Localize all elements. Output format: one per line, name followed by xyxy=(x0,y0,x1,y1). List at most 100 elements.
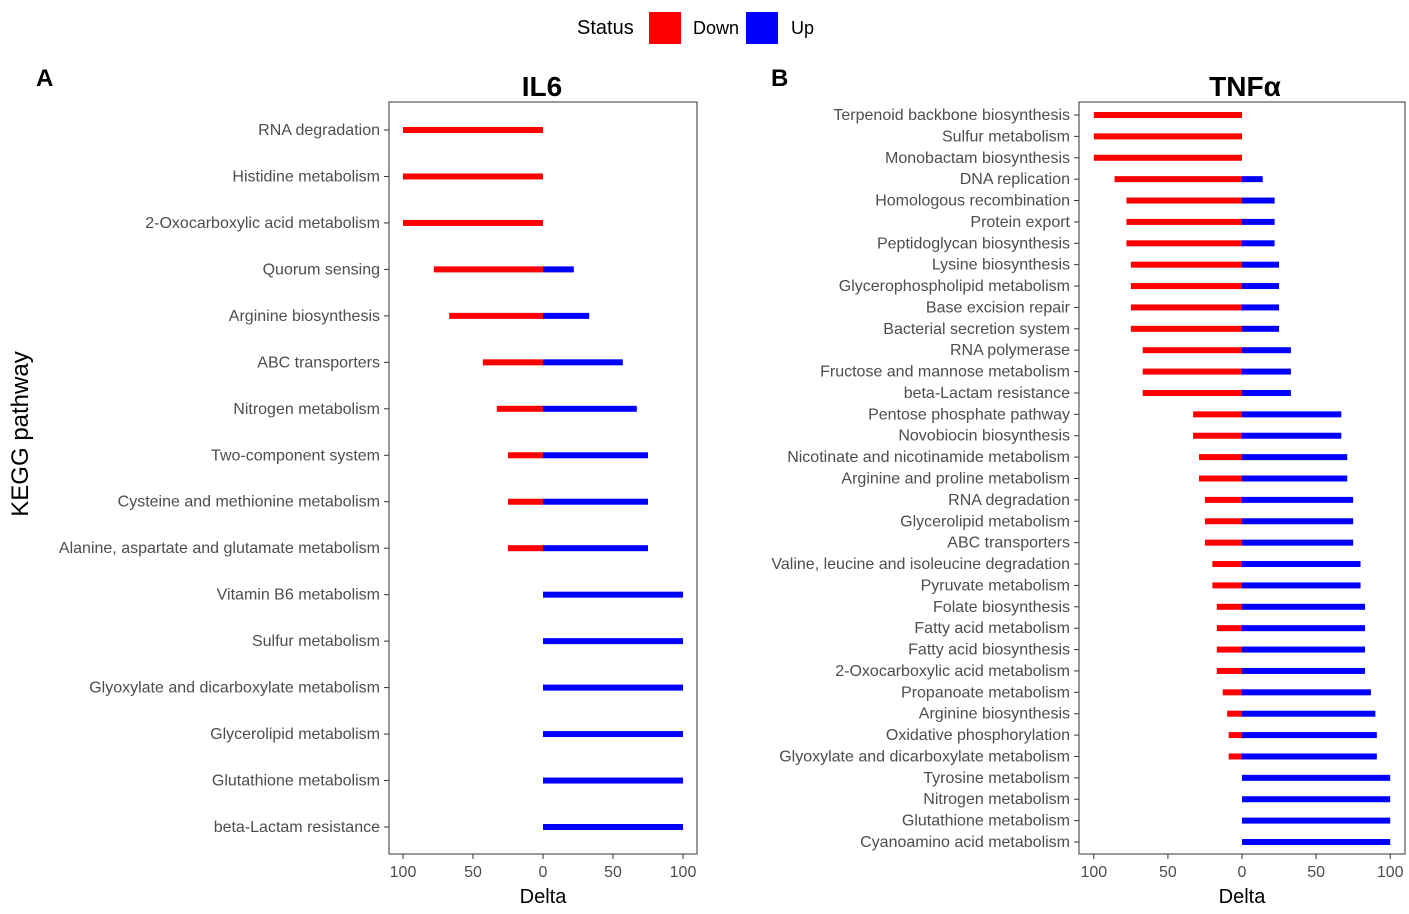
panel-b-bar-down xyxy=(1216,603,1242,610)
panel-b-label: B xyxy=(771,65,788,92)
panel-b-bar-down xyxy=(1204,518,1242,525)
panel-b-bar-up xyxy=(1242,582,1361,589)
panel-b-y-tick-label: Tyrosine metabolism xyxy=(923,770,1070,787)
panel-b-bar-down xyxy=(1126,240,1242,247)
panel-b-y-tick-label: Monobactam biosynthesis xyxy=(885,150,1070,167)
panel-b-bar-up xyxy=(1242,368,1291,375)
panel-a-y-tick-label: Quorum sensing xyxy=(263,261,380,278)
panel-b-bar-down xyxy=(1130,325,1242,332)
panel-a-x-tick-label: 0 xyxy=(539,864,548,881)
panel-a-x-tick-label: 100 xyxy=(390,864,417,881)
panel-a-y-tick-label: Glyoxylate and dicarboxylate metabolism xyxy=(89,680,380,697)
panel-b-bar-up xyxy=(1242,454,1348,461)
panel-a-bar-down xyxy=(508,545,543,552)
panel-b-bar-up xyxy=(1242,518,1354,525)
panel-b-y-tick-label: Fatty acid biosynthesis xyxy=(908,642,1070,659)
panel-a-x-ticks: 100 50 0 50 100 xyxy=(390,854,696,881)
panel-a-y-tick-label: Cysteine and methionine metabolism xyxy=(118,494,380,511)
panel-b-bar-up xyxy=(1242,283,1280,290)
panel-b-bar-down xyxy=(1130,283,1242,290)
panel-b-x-tick-label: 100 xyxy=(1080,864,1107,881)
panel-b-y-tick-label: DNA replication xyxy=(960,171,1070,188)
panel-b-y-tick-label: Peptidoglycan biosynthesis xyxy=(877,235,1070,252)
panel-a-bar-up xyxy=(543,452,648,459)
panel-a-bar-up xyxy=(543,405,637,412)
panel-a-bar-up xyxy=(543,498,648,505)
panel-b-bar-up xyxy=(1242,261,1280,268)
panel-b-x-tick-label: 100 xyxy=(1377,864,1404,881)
panel-a-y-tick-label: beta-Lactam resistance xyxy=(214,819,380,836)
panel-b-bar-up xyxy=(1242,240,1275,247)
panel-b-bar-up xyxy=(1242,197,1275,204)
panel-b-bar-up xyxy=(1242,796,1391,803)
panel-a: A IL6 RNA degradation Histidine metabolis… xyxy=(36,65,698,908)
legend-down-label: Down xyxy=(693,18,739,38)
panel-a-y-tick-label: Sulfur metabolism xyxy=(252,633,380,650)
panel-a-bar-down xyxy=(508,452,543,459)
panel-b-bar-up xyxy=(1242,667,1365,674)
legend-title: Status xyxy=(577,17,634,39)
panel-b-bar-down xyxy=(1093,154,1242,161)
panel-b-bar-down xyxy=(1142,389,1242,396)
panel-a-bar-up xyxy=(543,312,590,319)
panel-b-y-tick-label: Terpenoid backbone biosynthesis xyxy=(833,107,1070,124)
panel-b-y-tick-label: Glutathione metabolism xyxy=(902,813,1070,830)
panel-b-y-tick-label: Glycerolipid metabolism xyxy=(900,513,1070,530)
panel-a-y-tick-label: ABC transporters xyxy=(257,354,380,371)
legend-down-swatch xyxy=(649,12,681,44)
panel-b-bar-down xyxy=(1093,133,1242,140)
panel-a-y-ticks: RNA degradation Histidine metabolism 2-Oxo… xyxy=(59,122,389,836)
panel-b-y-tick-label: beta-Lactam resistance xyxy=(904,385,1070,402)
panel-b-y-tick-label: Oxidative phosphorylation xyxy=(886,727,1070,744)
panel-b-y-tick-label: Pyruvate metabolism xyxy=(921,577,1070,594)
panel-b-x-axis-label: Delta xyxy=(1219,886,1267,908)
panel-b-bar-up xyxy=(1242,325,1280,332)
panel-a-y-tick-label: RNA degradation xyxy=(258,122,380,139)
panel-b-bar-up xyxy=(1242,411,1342,418)
panel-b-y-tick-label: RNA polymerase xyxy=(950,342,1070,359)
panel-a-x-tick-label: 50 xyxy=(464,864,482,881)
panel-b-title: TNFα xyxy=(1209,71,1281,102)
panel-a-bar-up xyxy=(543,684,683,691)
panel-b-bar-down xyxy=(1228,732,1242,739)
panel-b-bar-down xyxy=(1126,197,1242,204)
panel-a-bar-down xyxy=(433,266,543,273)
panel-a-y-tick-label: Vitamin B6 metabolism xyxy=(217,587,380,604)
panel-a-x-axis-label: Delta xyxy=(520,886,568,908)
panel-a-bar-down xyxy=(496,405,543,412)
panel-b-bar-down xyxy=(1142,368,1242,375)
panel-a-y-tick-label: Nitrogen metabolism xyxy=(233,401,380,418)
panel-a-bar-down xyxy=(449,312,543,319)
panel-b-bar-down xyxy=(1212,582,1242,589)
panel-a-y-tick-label: Histidine metabolism xyxy=(232,168,380,185)
panel-b-bar-down xyxy=(1193,432,1242,439)
panel-b-bar-up xyxy=(1242,496,1354,503)
panel-b-bar-down xyxy=(1222,689,1242,696)
panel-a-bar-down xyxy=(482,359,543,366)
panel-a-label: A xyxy=(36,65,53,92)
panel-b-y-tick-label: Nicotinate and nicotinamide metabolism xyxy=(787,449,1070,466)
panel-b-bar-down xyxy=(1216,625,1242,632)
panel-b-bar-down xyxy=(1199,454,1242,461)
panel-b-bar-down xyxy=(1212,561,1242,568)
panel-b-y-tick-label: Nitrogen metabolism xyxy=(923,791,1070,808)
panel-b-bar-up xyxy=(1242,347,1291,354)
panel-a-bar-up xyxy=(543,638,683,645)
panel-b-bar-down xyxy=(1199,475,1242,482)
panel-b-y-tick-label: Glyoxylate and dicarboxylate metabolism xyxy=(779,748,1070,765)
panel-a-bar-up xyxy=(543,266,574,273)
panel-b-bars xyxy=(1093,112,1391,845)
panel-b-bar-up xyxy=(1242,625,1365,632)
panel-a-bar-down xyxy=(403,127,543,133)
legend-up-swatch xyxy=(746,12,778,44)
panel-b-y-tick-label: Fatty acid metabolism xyxy=(914,620,1070,637)
panel-b-bar-down xyxy=(1204,496,1242,503)
panel-b-y-ticks: Terpenoid backbone biosynthesis Sulfur me… xyxy=(771,107,1079,851)
panel-b-y-tick-label: Homologous recombination xyxy=(875,193,1070,210)
panel-a-y-tick-label: Alanine, aspartate and glutamate metabol… xyxy=(59,540,380,557)
panel-a-y-tick-label: Arginine biosynthesis xyxy=(229,308,380,325)
panel-b-bar-up xyxy=(1242,603,1365,610)
y-axis-label: KEGG pathway xyxy=(7,351,34,516)
panel-b-y-tick-label: Sulfur metabolism xyxy=(942,128,1070,145)
panel-b-bar-down xyxy=(1193,411,1242,418)
